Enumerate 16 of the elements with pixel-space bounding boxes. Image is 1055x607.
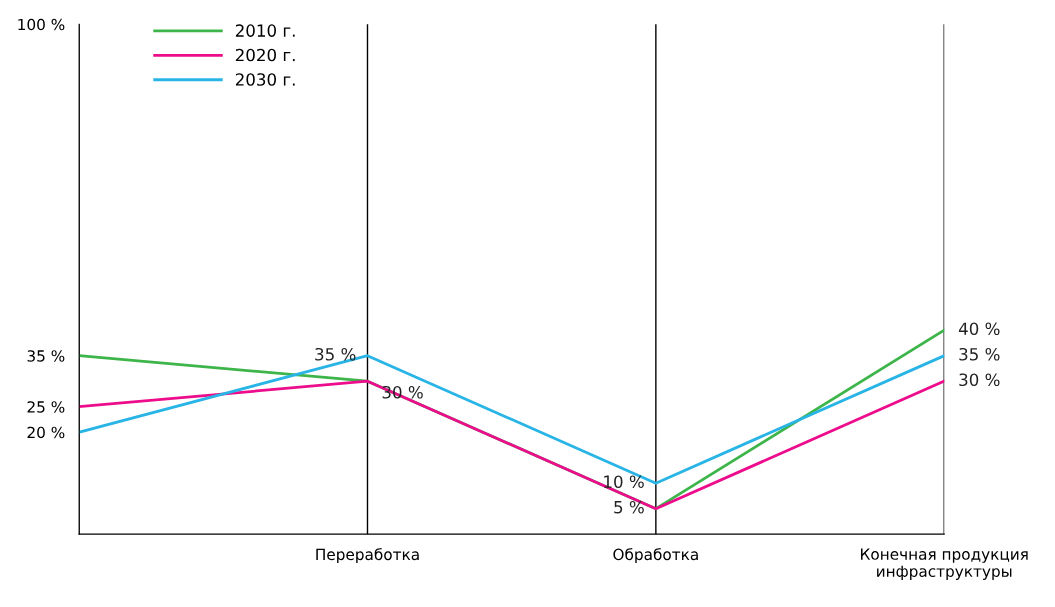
x-tick-label: Обработка <box>613 548 698 564</box>
y-tick-label: 20 % <box>27 426 65 439</box>
data-label: 10 % <box>604 475 644 489</box>
data-label: 40 % <box>958 322 1000 336</box>
y-tick-label: 35 % <box>27 350 65 362</box>
y-tick-label: 25 % <box>27 401 65 413</box>
legend-label: 2010 г. <box>235 24 295 37</box>
x-tick-label: Конечная продукция инфраструктуры <box>861 548 1028 580</box>
x-tick-label: Переработка <box>316 548 419 564</box>
data-label: 35 % <box>315 347 356 361</box>
legend-label: 2020 г. <box>235 48 295 62</box>
legend-label: 2030 г. <box>235 73 295 86</box>
y-tick-label: 100 % <box>18 18 65 31</box>
data-label: 5 % <box>614 500 644 514</box>
data-label: 30 % <box>959 373 1000 387</box>
data-label: 35 % <box>959 347 1000 361</box>
